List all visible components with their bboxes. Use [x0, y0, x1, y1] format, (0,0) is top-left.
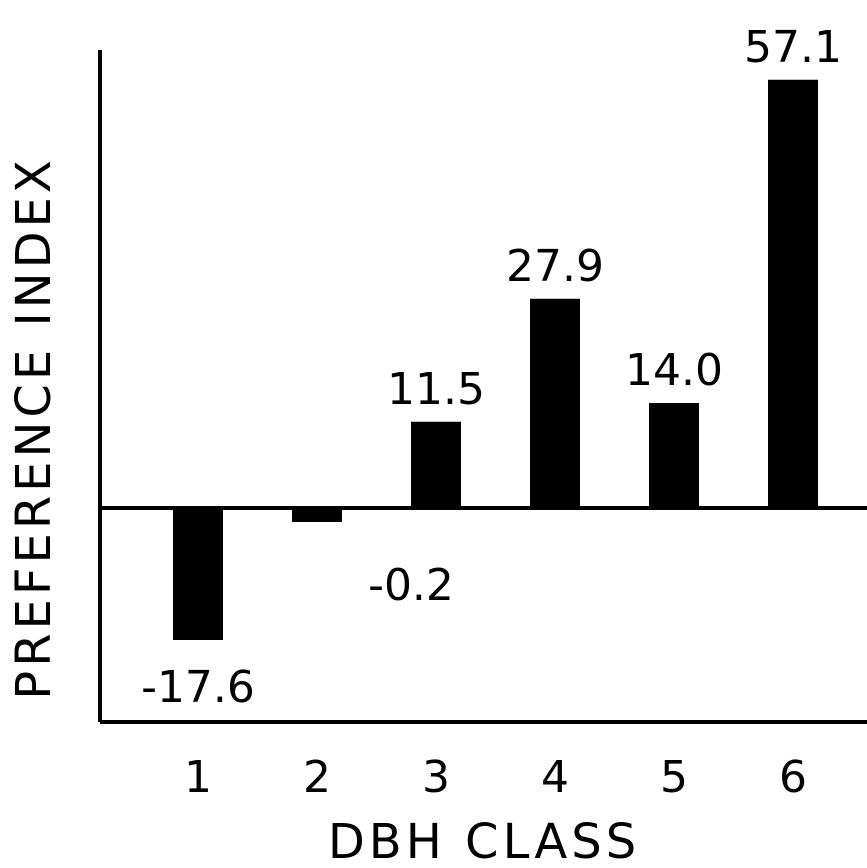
data-label-4: 27.9 — [506, 241, 604, 292]
x-tick-1: 1 — [184, 752, 212, 803]
data-label-5: 14.0 — [625, 345, 723, 396]
data-label-6: 57.1 — [744, 22, 842, 73]
data-label-1: -17.6 — [141, 662, 255, 713]
x-tick-5: 5 — [660, 752, 688, 803]
x-axis-title: DBH CLASS — [328, 814, 640, 868]
x-tick-6: 6 — [779, 752, 807, 803]
bar-1 — [173, 508, 223, 640]
bars-group — [173, 79, 818, 640]
x-tick-4: 4 — [541, 752, 569, 803]
y-axis-title: PREFERENCE INDEX — [6, 156, 62, 699]
bar-5 — [649, 403, 699, 508]
x-tick-2: 2 — [303, 752, 331, 803]
x-tick-3: 3 — [422, 752, 450, 803]
bar-4 — [530, 298, 580, 508]
data-label-3: 11.5 — [387, 364, 485, 415]
x-tick-labels-group: 1 2 3 4 5 6 — [184, 752, 807, 803]
bar-6 — [768, 79, 818, 508]
data-labels-group: -17.6 -0.2 11.5 27.9 14.0 57.1 — [141, 22, 842, 713]
bar-2 — [292, 508, 342, 522]
bar-3 — [411, 421, 461, 508]
data-label-2: -0.2 — [368, 560, 454, 611]
